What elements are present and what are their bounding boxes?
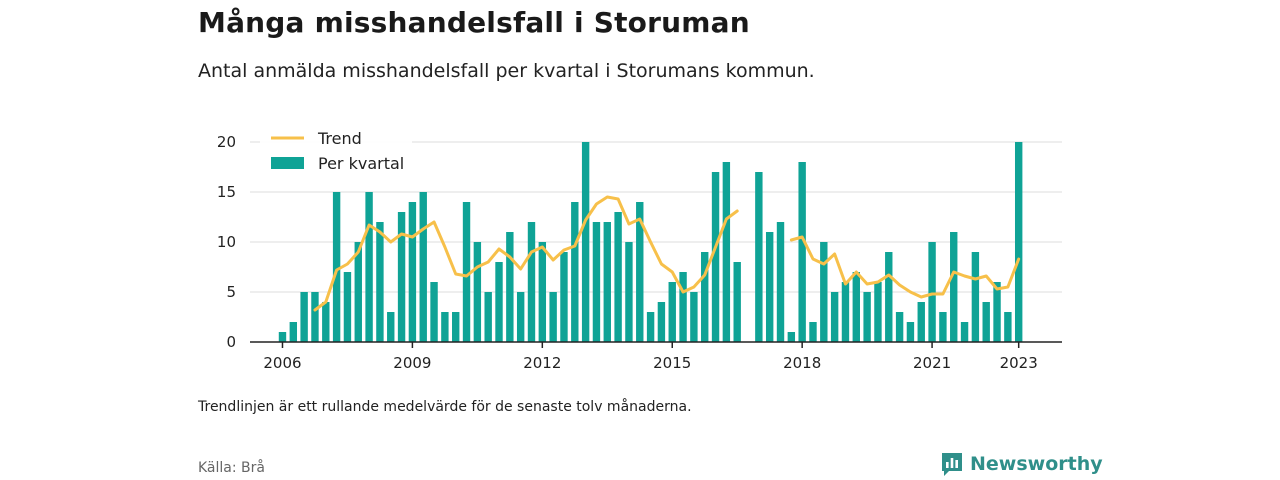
bar-2011-Q3: [516, 292, 525, 342]
legend-background: [260, 126, 412, 182]
bar-2010-Q3: [473, 242, 482, 342]
x-tick-label-2018: 2018: [783, 354, 821, 372]
chart-subtitle: Antal anmälda misshandelsfall per kvarta…: [198, 60, 815, 82]
bar-2011-Q2: [506, 232, 514, 342]
bar-2022-Q1: [971, 252, 980, 342]
bar-2007-Q2: [332, 192, 341, 342]
bar-2012-Q3: [560, 252, 568, 342]
bar-2012-Q1: [538, 242, 547, 342]
bar-2012-Q4: [571, 202, 579, 342]
legend: Trend Per kvartal: [260, 126, 412, 182]
bar-2014-Q3: [646, 312, 655, 342]
bar-2021-Q1: [928, 242, 936, 342]
bar-2014-Q1: [625, 242, 633, 342]
bar-2009-Q4: [441, 312, 449, 342]
bar-2020-Q2: [895, 312, 904, 342]
y-tick-label-15: 15: [217, 183, 236, 201]
bar-2019-Q2: [852, 272, 860, 342]
bar-2014-Q2: [636, 202, 644, 342]
bar-2013-Q1: [581, 142, 590, 342]
bar-2016-Q2: [722, 162, 731, 342]
footnote: Trendlinjen är ett rullande medelvärde f…: [198, 399, 692, 415]
bar-2007-Q3: [343, 272, 352, 342]
bar-2016-Q1: [711, 172, 720, 342]
bars: [278, 142, 1023, 342]
bar-2020-Q4: [917, 302, 925, 342]
bar-2021-Q2: [939, 312, 947, 342]
bar-2009-Q1: [408, 202, 417, 342]
x-tick-label-2023: 2023: [1000, 354, 1038, 372]
bar-2006-Q2: [289, 322, 298, 342]
x-tick-label-2006: 2006: [263, 354, 301, 372]
bar-2021-Q4: [960, 322, 969, 342]
bar-2018-Q2: [809, 322, 817, 342]
bar-2015-Q1: [668, 282, 676, 342]
bar-2009-Q3: [430, 282, 438, 342]
brand-name: Newsworthy: [970, 453, 1103, 475]
bar-2006-Q1: [278, 332, 287, 342]
bar-2011-Q1: [495, 262, 503, 342]
bar-2010-Q1: [452, 312, 460, 342]
bar-2008-Q3: [387, 312, 395, 342]
bar-2022-Q4: [1004, 312, 1012, 342]
x-tick-label-2021: 2021: [913, 354, 951, 372]
bar-2013-Q3: [603, 222, 611, 342]
bar-2022-Q3: [993, 282, 1001, 342]
chart-title: Många misshandelsfall i Storuman: [198, 6, 750, 39]
bar-2011-Q4: [527, 222, 536, 342]
bar-2017-Q4: [787, 332, 796, 342]
y-tick-label-5: 5: [226, 283, 236, 301]
bar-2009-Q2: [419, 192, 427, 342]
x-tick-label-2015: 2015: [653, 354, 691, 372]
bar-2018-Q3: [820, 242, 828, 342]
y-tick-label-0: 0: [226, 333, 236, 351]
bar-2017-Q1: [755, 172, 763, 342]
bar-2020-Q1: [885, 252, 893, 342]
bar-2007-Q1: [322, 302, 330, 342]
trend-lines: [313, 195, 1021, 312]
x-tick-label-2012: 2012: [523, 354, 561, 372]
axes: 0 5 10 15 20 2006 2009 2012 2015 2018 2021 2023: [217, 133, 1062, 372]
bar-2020-Q3: [906, 322, 915, 342]
bar-2015-Q3: [690, 292, 698, 342]
bar-2008-Q1: [365, 192, 373, 342]
bar-2008-Q2: [376, 222, 384, 342]
bar-2010-Q4: [484, 292, 492, 342]
bar-2008-Q4: [397, 212, 406, 342]
bar-2018-Q1: [798, 162, 806, 342]
bar-2023-Q1: [1014, 142, 1023, 342]
bar-2014-Q4: [657, 302, 666, 342]
bar-2021-Q3: [950, 232, 958, 342]
bar-2019-Q4: [874, 282, 882, 342]
trend-line-segment-2: [789, 235, 1021, 299]
y-tick-label-20: 20: [217, 133, 236, 151]
bar-2012-Q2: [549, 292, 557, 342]
bar-2018-Q4: [830, 292, 839, 342]
bar-2016-Q3: [733, 262, 741, 342]
source-label: Källa: Brå: [198, 460, 265, 476]
bar-2019-Q3: [863, 292, 871, 342]
legend-label-per-kvartal: Per kvartal: [318, 154, 404, 173]
bar-2015-Q4: [701, 252, 709, 342]
legend-label-trend: Trend: [317, 129, 362, 148]
legend-swatch-per-kvartal: [271, 157, 304, 169]
bar-2017-Q3: [776, 222, 785, 342]
bar-2007-Q4: [354, 242, 362, 342]
bar-2013-Q2: [592, 222, 601, 342]
bar-2010-Q2: [462, 202, 471, 342]
bar-2017-Q2: [765, 232, 774, 342]
bar-2015-Q2: [679, 272, 687, 342]
brand-logo: Newsworthy: [940, 451, 1103, 477]
bar-chart-icon: [942, 453, 962, 476]
bar-2013-Q4: [614, 212, 622, 342]
trend-line-segment-1: [313, 195, 739, 312]
bar-2022-Q2: [982, 302, 990, 342]
bar-chart: 0 5 10 15 20 2006 2009 2012 2015 2018 2021 2023 Tre…: [216, 126, 1062, 372]
y-tick-label-10: 10: [217, 233, 236, 251]
bar-2019-Q1: [841, 282, 850, 342]
bar-2006-Q4: [311, 292, 319, 342]
bar-2006-Q3: [300, 292, 308, 342]
x-tick-label-2009: 2009: [393, 354, 431, 372]
